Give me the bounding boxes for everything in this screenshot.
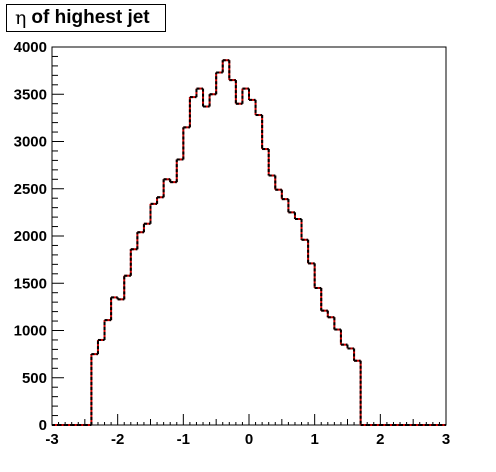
x-tick-label: 2: [376, 431, 384, 448]
plot-frame: [51, 46, 447, 426]
y-tick-label: 1000: [14, 323, 47, 340]
histogram-series: [52, 59, 446, 426]
x-tick-label: 1: [310, 431, 318, 448]
y-tick-label: 500: [22, 370, 47, 387]
eta-symbol: η: [15, 7, 27, 29]
x-tick-label: 0: [245, 431, 253, 448]
chart-title: η of highest jet: [6, 4, 166, 32]
x-tick-label: -1: [177, 431, 190, 448]
x-tick-label: -2: [111, 431, 124, 448]
y-tick-label: 2500: [14, 181, 47, 198]
y-tick-label: 3000: [14, 134, 47, 151]
y-tick-label: 0: [39, 417, 47, 434]
y-tick-label: 4000: [14, 39, 47, 56]
x-tick-label: 3: [442, 431, 450, 448]
series-0: [52, 59, 446, 426]
y-tick-label: 3500: [14, 86, 47, 103]
axes: -3 -2 -1 0 1 2 3 0 500 1000 1500 2000 2500 3000 3500 40…: [14, 39, 451, 448]
chart-title-text: of highest jet: [31, 7, 150, 28]
series-1: [52, 59, 446, 426]
y-tick-label: 1500: [14, 275, 47, 292]
y-tick-label: 2000: [14, 228, 47, 245]
x-tick-label: -3: [45, 431, 58, 448]
